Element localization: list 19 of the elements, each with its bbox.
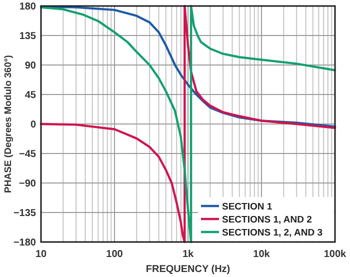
- y-tick-label: 180: [19, 2, 36, 12]
- y-tick-label: −90: [19, 178, 36, 190]
- x-tick-label: 10: [35, 249, 47, 260]
- y-tick-label: −135: [13, 208, 36, 219]
- legend-label: SECTIONS 1, 2, AND 3: [222, 228, 322, 238]
- y-tick-label: 90: [24, 60, 36, 72]
- y-axis-title: PHASE (Degrees Modulo 360°): [3, 55, 14, 193]
- x-tick-label: 1k: [182, 249, 194, 260]
- x-tick-label: 100: [106, 249, 124, 260]
- y-tick-label: −180: [13, 238, 36, 248]
- legend-label: SECTION 1: [222, 202, 273, 212]
- y-tick-label: 135: [19, 31, 36, 42]
- y-tick-label: 0: [30, 120, 36, 130]
- legend-label: SECTIONS 1, AND 2: [222, 214, 312, 226]
- x-tick-label: 100k: [324, 249, 347, 260]
- x-tick-label: 10k: [253, 249, 270, 260]
- x-axis-title: FREQUENCY (Hz): [146, 264, 230, 275]
- y-tick-label: −45: [19, 149, 36, 160]
- y-tick-label: 45: [24, 90, 36, 101]
